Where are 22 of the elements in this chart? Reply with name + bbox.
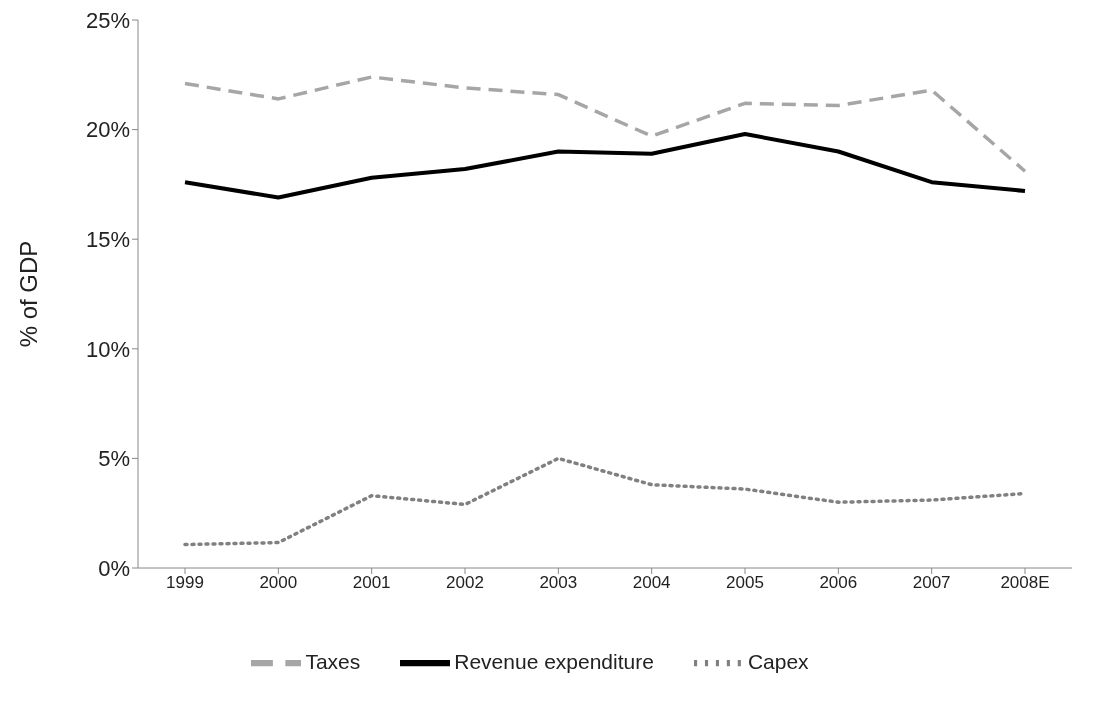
x-tick-label: 2002	[446, 573, 484, 593]
x-tick-label: 1999	[166, 573, 204, 593]
y-tick-label: 15%	[85, 227, 130, 253]
x-tick-label: 2008E	[1000, 573, 1050, 593]
x-tick-label: 2004	[632, 573, 671, 593]
x-tick-label: 2000	[259, 573, 298, 593]
x-tick-label: 2005	[726, 573, 764, 593]
x-tick-label: 2001	[352, 573, 391, 593]
x-tick-label: 2006	[819, 573, 858, 593]
y-tick-label: 20%	[85, 117, 130, 143]
x-tick-label: 2007	[912, 573, 951, 593]
legend-label: Taxes	[305, 649, 361, 673]
legend-label: Capex	[747, 649, 809, 673]
line-series	[183, 131, 1027, 200]
y-tick-label: 10%	[85, 336, 130, 362]
legend-label: Revenue expenditure	[454, 649, 654, 673]
line-series	[183, 75, 1027, 173]
y-tick-label: 25%	[85, 7, 130, 33]
y-tick-label: 0%	[98, 555, 130, 581]
y-tick-label: 5%	[98, 446, 130, 472]
y-axis-title: % of GDP	[14, 240, 42, 348]
x-tick-label: 2003	[539, 573, 578, 593]
